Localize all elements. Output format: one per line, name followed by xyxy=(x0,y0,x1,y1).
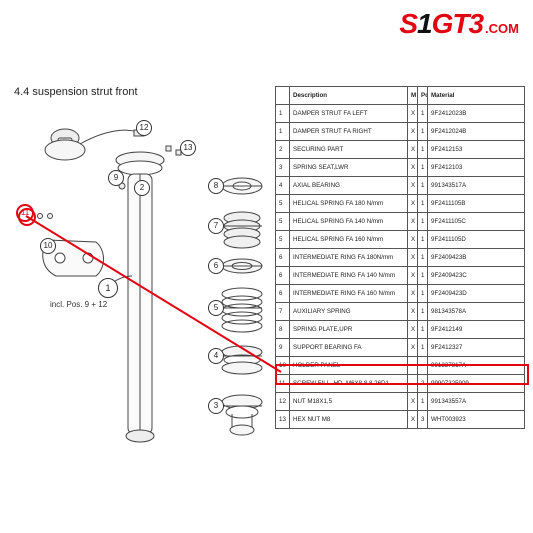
callout-marker xyxy=(18,208,36,226)
callout-line xyxy=(0,0,533,533)
